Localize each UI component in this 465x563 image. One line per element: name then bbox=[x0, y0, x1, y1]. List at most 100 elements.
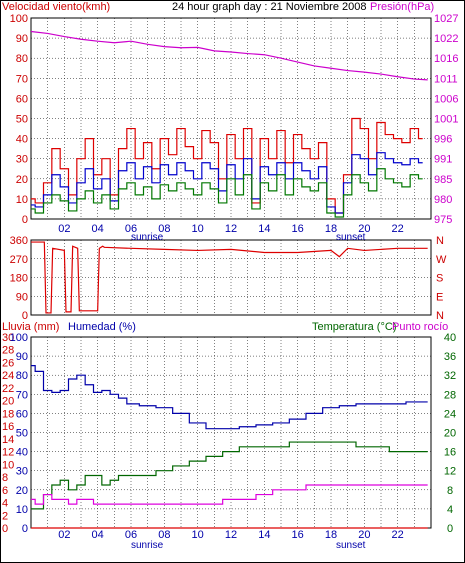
x-tick-label: 22 bbox=[392, 529, 404, 541]
x-tick-label: 14 bbox=[258, 223, 270, 235]
rain-tick-label: 4 bbox=[2, 498, 8, 510]
temp-tick-label: 16 bbox=[444, 447, 456, 459]
x-tick-label: 18 bbox=[325, 223, 337, 235]
bottom-dewpoint-title: Punto rocío bbox=[392, 321, 448, 333]
bottom-humidity-title: Humedad (%) bbox=[68, 321, 136, 333]
wind-tick-label: 20 bbox=[16, 174, 28, 186]
direction-tick-label: 360 bbox=[10, 235, 28, 247]
rain-tick-label: 18 bbox=[2, 408, 14, 420]
x-tick-label: 10 bbox=[192, 529, 204, 541]
temp-tick-label: 4 bbox=[447, 504, 453, 516]
wind-tick-label: 90 bbox=[16, 33, 28, 45]
rain-tick-label: 30 bbox=[2, 332, 14, 344]
pressure-tick-label: 1016 bbox=[434, 53, 458, 65]
rain-tick-label: 0 bbox=[2, 523, 8, 535]
wind-tick-label: 40 bbox=[16, 134, 28, 146]
x-tick-label: 20 bbox=[358, 223, 370, 235]
humidity-tick-label: 10 bbox=[16, 504, 28, 516]
x-tick-label: 08 bbox=[158, 529, 170, 541]
temp-tick-label: 8 bbox=[447, 485, 453, 497]
rain-tick-label: 10 bbox=[2, 459, 14, 471]
humidity-tick-label: 100 bbox=[10, 332, 28, 344]
bottom-temp-title: Temperatura (°C) bbox=[312, 321, 396, 333]
x-tick-label: 04 bbox=[92, 223, 104, 235]
compass-tick-label: W bbox=[436, 254, 447, 266]
series-line-direction bbox=[31, 241, 428, 314]
humidity-tick-label: 80 bbox=[16, 370, 28, 382]
temp-tick-label: 36 bbox=[444, 351, 456, 363]
x-tick-label: 06 bbox=[125, 223, 137, 235]
pressure-tick-label: 1022 bbox=[434, 33, 458, 45]
sunrise-label-bottom: sunrise bbox=[131, 540, 164, 551]
x-tick-label: 12 bbox=[225, 223, 237, 235]
pressure-tick-label: 1006 bbox=[434, 93, 458, 105]
rain-tick-label: 16 bbox=[2, 421, 14, 433]
humidity-tick-label: 40 bbox=[16, 447, 28, 459]
compass-tick-label: N bbox=[436, 235, 444, 247]
rain-tick-label: 8 bbox=[2, 472, 8, 484]
rain-tick-label: 26 bbox=[2, 357, 14, 369]
direction-tick-label: 0 bbox=[22, 310, 28, 322]
wind-tick-label: 30 bbox=[16, 154, 28, 166]
x-tick-label: 02 bbox=[58, 529, 70, 541]
x-tick-label: 02 bbox=[58, 223, 70, 235]
compass-tick-label: S bbox=[436, 273, 443, 285]
temp-tick-label: 28 bbox=[444, 389, 456, 401]
pressure-tick-label: 1011 bbox=[434, 73, 458, 85]
x-tick-label: 16 bbox=[292, 529, 304, 541]
sunset-label-top: sunset bbox=[336, 232, 366, 243]
x-tick-label: 10 bbox=[192, 223, 204, 235]
humidity-tick-label: 20 bbox=[16, 485, 28, 497]
series-line-pressure bbox=[30, 30, 428, 81]
temp-tick-label: 40 bbox=[444, 332, 456, 344]
temp-tick-label: 0 bbox=[447, 523, 453, 535]
wind-tick-label: 70 bbox=[16, 73, 28, 85]
humidity-tick-label: 60 bbox=[16, 408, 28, 420]
header-wind-title: Velocidad viento(kmh) bbox=[2, 1, 110, 13]
rain-tick-label: 28 bbox=[2, 345, 14, 357]
temp-tick-label: 32 bbox=[444, 370, 456, 382]
series-line-wind_gust bbox=[31, 117, 423, 214]
temp-tick-label: 24 bbox=[444, 408, 456, 420]
sunset-label-bottom: sunset bbox=[336, 540, 366, 551]
wind-tick-label: 0 bbox=[22, 214, 28, 226]
wind-tick-label: 60 bbox=[16, 93, 28, 105]
direction-tick-label: 90 bbox=[16, 291, 28, 303]
temp-tick-label: 12 bbox=[444, 466, 456, 478]
wind-tick-label: 10 bbox=[16, 194, 28, 206]
compass-tick-label: E bbox=[436, 291, 443, 303]
series-line-humidity bbox=[31, 365, 428, 430]
x-tick-label: 22 bbox=[392, 223, 404, 235]
x-tick-label: 04 bbox=[92, 529, 104, 541]
series-line-temperature bbox=[31, 441, 428, 510]
x-tick-label: 12 bbox=[225, 529, 237, 541]
temp-tick-label: 20 bbox=[444, 428, 456, 440]
pressure-tick-label: 975 bbox=[434, 214, 452, 226]
humidity-tick-label: 30 bbox=[16, 466, 28, 478]
x-tick-label: 14 bbox=[258, 529, 270, 541]
rain-tick-label: 20 bbox=[2, 396, 14, 408]
pressure-tick-label: 991 bbox=[434, 154, 452, 166]
x-tick-label: 20 bbox=[358, 529, 370, 541]
pressure-tick-label: 1001 bbox=[434, 114, 458, 126]
bottom-rain-title: Lluvia (mm) bbox=[2, 321, 59, 333]
wind-tick-label: 80 bbox=[16, 53, 28, 65]
sunrise-label-top: sunrise bbox=[131, 232, 164, 243]
wind-tick-label: 50 bbox=[16, 114, 28, 126]
pressure-tick-label: 985 bbox=[434, 174, 452, 186]
humidity-tick-label: 50 bbox=[16, 428, 28, 440]
compass-tick-label: N bbox=[436, 310, 444, 322]
series-lines bbox=[30, 30, 428, 529]
series-line-wind_avg bbox=[31, 152, 423, 214]
x-tick-label: 18 bbox=[325, 529, 337, 541]
rain-tick-label: 24 bbox=[2, 370, 14, 382]
series-line-dewpoint bbox=[31, 484, 428, 505]
humidity-tick-label: 70 bbox=[16, 389, 28, 401]
rain-tick-label: 2 bbox=[2, 510, 8, 522]
direction-tick-label: 180 bbox=[10, 273, 28, 285]
humidity-tick-label: 90 bbox=[16, 351, 28, 363]
wind-tick-label: 100 bbox=[10, 13, 28, 25]
